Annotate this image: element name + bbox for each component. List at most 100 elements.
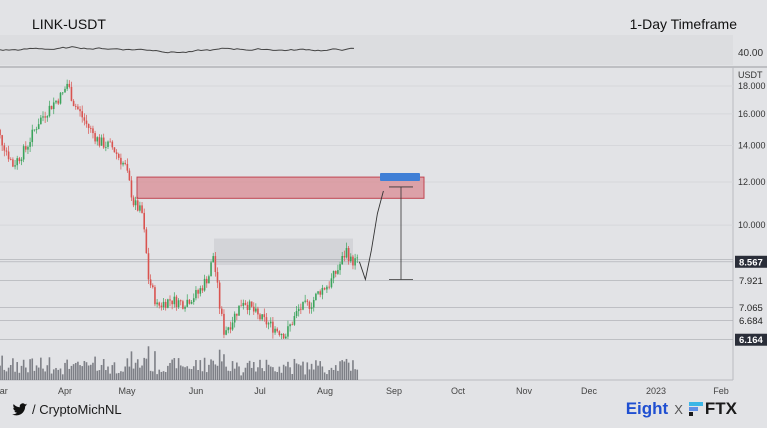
- volume-bar: [96, 370, 99, 380]
- price-tag-label: 6.684: [739, 316, 763, 327]
- candle-body: [18, 158, 21, 162]
- volume-bar: [59, 368, 62, 380]
- volume-bar: [141, 365, 143, 380]
- candle-body: [192, 298, 195, 302]
- x-tick-label: Jun: [189, 386, 204, 396]
- volume-bar: [188, 368, 191, 380]
- candle-body: [171, 300, 173, 305]
- volume-bar: [212, 360, 214, 380]
- candle-body: [50, 105, 53, 110]
- y-tick-label: 14.000: [738, 140, 766, 150]
- volume-bar: [145, 358, 148, 380]
- volume-bar: [274, 371, 276, 380]
- volume-bar: [120, 371, 122, 380]
- volume-bar: [250, 367, 253, 380]
- candle-body: [9, 159, 12, 160]
- volume-bar: [109, 373, 111, 380]
- volume-bar: [278, 366, 281, 380]
- volume-bar: [323, 372, 326, 380]
- twitter-handle[interactable]: / CryptoMichNL: [12, 402, 122, 417]
- volume-bar: [352, 360, 354, 380]
- brand-ftx: FTX: [688, 399, 737, 419]
- volume-bar: [310, 363, 313, 380]
- volume-bar: [3, 369, 6, 380]
- volume-bar: [139, 367, 141, 380]
- candle-body: [345, 248, 348, 258]
- candle-body: [278, 331, 281, 336]
- candle-body: [33, 129, 36, 131]
- volume-bar: [152, 371, 154, 380]
- volume-bar: [158, 369, 161, 380]
- candle-body: [55, 100, 57, 103]
- volume-bar: [201, 371, 204, 380]
- candle-body: [250, 301, 253, 307]
- candle-body: [308, 301, 311, 309]
- candle-body: [310, 307, 313, 309]
- brand-logo: Eight X FTX: [626, 399, 737, 419]
- volume-bar: [225, 366, 227, 380]
- candle-body: [306, 300, 309, 302]
- candle-body: [214, 256, 217, 273]
- volume-bar: [27, 372, 29, 380]
- volume-bar: [94, 356, 96, 380]
- volume-bar: [122, 371, 124, 380]
- volume-bar: [111, 365, 114, 380]
- candle-body: [177, 300, 180, 308]
- volume-bar: [167, 365, 169, 380]
- volume-bar: [100, 364, 103, 380]
- volume-bar: [334, 365, 337, 380]
- candle-body: [14, 165, 16, 167]
- volume-bar: [233, 368, 236, 380]
- volume-bar: [66, 359, 68, 380]
- candle-body: [42, 116, 44, 118]
- y-tick-label: 12.000: [738, 177, 766, 187]
- candle-body: [113, 147, 116, 153]
- candle-body: [29, 142, 31, 147]
- volume-bar: [285, 366, 287, 380]
- volume-bar: [128, 366, 131, 380]
- volume-bar: [321, 366, 324, 380]
- candle-body: [356, 257, 359, 259]
- volume-bar: [126, 358, 129, 380]
- candle-body: [343, 256, 346, 258]
- resistance-zone: [136, 176, 425, 199]
- candle-body: [265, 317, 268, 325]
- candle-body: [35, 129, 38, 130]
- candle-body: [85, 120, 88, 124]
- volume-bar: [182, 366, 184, 380]
- volume-bar: [343, 361, 346, 380]
- candle-body: [216, 272, 219, 283]
- volume-bar: [31, 358, 34, 380]
- volume-bar: [208, 364, 210, 380]
- volume-bar: [291, 373, 294, 380]
- candle-body: [169, 299, 171, 301]
- volume-bar: [64, 362, 66, 380]
- candle-body: [81, 111, 83, 118]
- volume-bar: [319, 361, 321, 380]
- candle-body: [231, 322, 234, 330]
- brand-separator: X: [674, 401, 683, 417]
- volume-bar: [356, 369, 359, 380]
- candle-body: [227, 327, 230, 331]
- candle-body: [154, 287, 156, 305]
- candle-body: [300, 308, 302, 310]
- candle-body: [117, 154, 120, 158]
- candle-body: [44, 116, 46, 118]
- candle-body: [199, 288, 202, 294]
- price-tag-label: 6.164: [739, 335, 763, 346]
- volume-bar: [98, 370, 101, 380]
- candle-body: [46, 116, 49, 118]
- volume-bar: [117, 372, 120, 380]
- twitter-icon: [12, 402, 28, 415]
- volume-bar: [263, 371, 266, 380]
- volume-bar: [37, 367, 40, 380]
- candle-body: [248, 301, 251, 310]
- candle-body: [16, 158, 18, 166]
- volume-bar: [257, 367, 259, 380]
- candle-body: [77, 106, 79, 110]
- candle-body: [238, 305, 240, 316]
- x-tick-label: Aug: [317, 386, 333, 396]
- candle-body: [139, 205, 141, 211]
- volume-bar: [252, 362, 255, 380]
